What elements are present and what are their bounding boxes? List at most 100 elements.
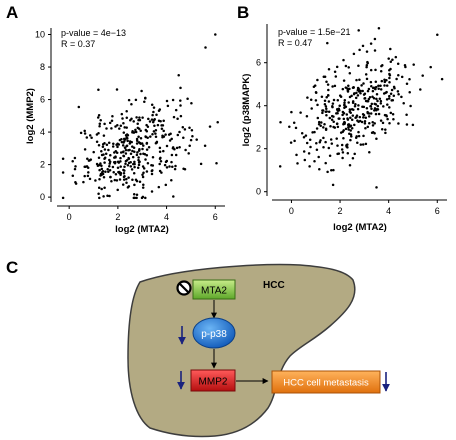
scatter-b-point	[436, 33, 439, 37]
scatter-b-point	[331, 183, 335, 187]
scatter-a-point	[137, 135, 140, 139]
scatter-b-point	[334, 75, 338, 78]
scatter-a-point	[133, 150, 136, 153]
scatter-a-point	[95, 133, 99, 136]
scatter-a-point	[104, 152, 108, 156]
scatter-b-point	[352, 86, 355, 89]
scatter-b-point	[355, 78, 358, 82]
scatter-a-point	[83, 132, 87, 135]
scatter-a-point	[182, 136, 185, 139]
scatter-b-point	[384, 131, 387, 135]
scatter-a-point	[131, 178, 134, 182]
scatter-a-point	[150, 190, 154, 193]
scatter-b-point	[305, 115, 309, 118]
scatter-a-point	[118, 178, 122, 181]
scatter-a-point	[152, 106, 156, 109]
diagram-c: HCC MTA2 p-p38 MMP2 HCC cell metastasis	[127, 263, 390, 438]
scatter-b-point	[320, 121, 323, 124]
scatter-a-point	[160, 124, 163, 127]
scatter-b-point	[337, 117, 340, 120]
scatter-b-point	[386, 103, 389, 106]
scatter-b-point	[343, 101, 346, 105]
scatter-b-point	[315, 127, 319, 130]
scatter-a-point	[100, 164, 103, 168]
scatter-b-point	[358, 78, 361, 82]
scatter-a-point	[158, 162, 161, 166]
scatter-a-point	[83, 165, 86, 168]
scatter-b-point	[379, 69, 383, 73]
scatter-a-point	[138, 116, 141, 119]
scatter-b-point	[382, 92, 386, 95]
scatter-a-point	[73, 156, 77, 160]
scatter-a-point	[157, 185, 161, 189]
scatter-b-ytick-label: 4	[256, 101, 261, 111]
scatter-b-point	[363, 119, 367, 123]
scatter-a-point	[144, 96, 147, 100]
scatter-b-point	[395, 77, 398, 81]
scatter-b-point	[369, 112, 373, 115]
scatter-a-point	[167, 133, 171, 136]
scatter-a-point	[115, 143, 118, 146]
scatter-a-point	[119, 165, 122, 168]
scatter-a-point	[140, 196, 144, 200]
scatter-b-point	[366, 89, 370, 93]
scatter-a-point	[140, 89, 143, 93]
scatter-b-point	[359, 91, 362, 95]
scatter-b-point	[342, 58, 345, 62]
scatter-b-point	[376, 99, 379, 103]
scatter-a-point	[179, 86, 182, 90]
scatter-a-point	[103, 186, 106, 189]
scatter-a-point	[159, 156, 162, 160]
scatter-a-point	[131, 145, 134, 148]
scatter-b-point	[310, 107, 313, 110]
scatter-b-point	[373, 37, 377, 41]
scatter-a-xtick-label: 4	[164, 212, 169, 222]
scatter-a-point	[88, 177, 92, 181]
scatter-a-point	[139, 152, 142, 156]
scatter-b-point	[304, 134, 308, 137]
scatter-b-point	[336, 109, 340, 112]
scatter-b-point	[405, 82, 409, 86]
p38-label: p-p38	[201, 329, 227, 340]
scatter-b-point	[386, 117, 389, 121]
scatter-b-point	[373, 102, 376, 106]
scatter-b-point	[354, 103, 357, 106]
scatter-b-point	[330, 114, 334, 118]
scatter-a-point	[140, 142, 144, 145]
scatter-a-point	[179, 104, 182, 107]
scatter-a-point	[171, 165, 174, 169]
scatter-a-xtick-label: 6	[213, 212, 218, 222]
scatter-b-point	[388, 74, 392, 77]
scatter-b-point	[322, 126, 325, 129]
scatter-b-point	[392, 118, 395, 121]
scatter-b-yticks: 0 2 4 6	[256, 58, 267, 197]
scatter-b-point	[330, 118, 334, 122]
scatter-a-point	[199, 162, 203, 166]
scatter-a-point	[191, 134, 194, 138]
scatter-a-point	[109, 175, 112, 179]
scatter-b-point	[387, 57, 390, 60]
scatter-a-point	[136, 151, 139, 154]
scatter-a-point	[90, 136, 93, 140]
scatter-b-point	[336, 152, 339, 156]
scatter-b-point	[342, 79, 346, 82]
scatter-a-point	[114, 160, 117, 164]
scatter-a-point	[130, 168, 134, 171]
scatter-a-ytick-label: 2	[40, 160, 45, 170]
scatter-b-point	[325, 107, 328, 110]
scatter-a-point	[156, 123, 160, 127]
scatter-a-point	[179, 114, 183, 118]
scatter-b-point	[391, 113, 395, 116]
scatter-a-point	[111, 114, 114, 118]
mta2-box	[192, 279, 236, 300]
scatter-a-point	[171, 147, 175, 150]
panel-letter-a: A	[6, 3, 18, 22]
scatter-b-point	[289, 141, 293, 144]
scatter-a-point	[126, 164, 130, 167]
scatter-a-point	[122, 154, 125, 158]
scatter-a-point	[100, 150, 103, 153]
scatter-b-point	[320, 95, 324, 99]
scatter-b-point	[362, 134, 365, 138]
scatter-a-point	[71, 160, 74, 163]
scatter-b-point	[408, 90, 411, 94]
